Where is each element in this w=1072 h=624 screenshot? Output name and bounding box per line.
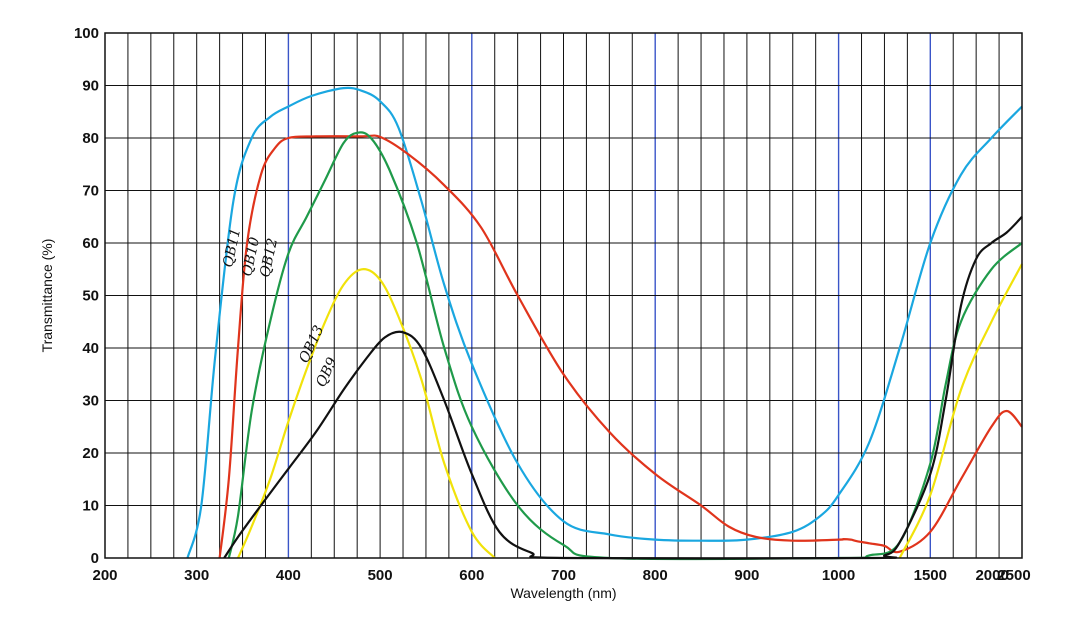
x-axis-label: Wavelength (nm) [510,585,616,601]
y-tick-label: 100 [74,25,99,42]
series-line-qb12 [227,131,1023,561]
x-tick-label: 300 [184,567,209,584]
y-tick-label: 80 [82,130,99,147]
x-tick-label: 200 [92,567,117,584]
x-tick-label: 600 [459,567,484,584]
y-tick-label: 20 [82,445,99,462]
x-tick-label: 1000 [822,567,855,584]
y-tick-label: 10 [82,498,99,515]
x-tick-label: 800 [643,567,668,584]
series-line-qb13 [898,263,1023,559]
y-axis-label: Transmittance (%) [39,239,55,353]
series-lines [186,86,1023,561]
x-tick-label: 500 [368,567,393,584]
x-tick-label: 700 [551,567,576,584]
curve-label-qb11: QB11 [220,227,244,269]
y-tick-label: 30 [82,393,99,410]
x-tick-label: 1500 [914,567,947,584]
y-tick-label: 0 [91,550,99,567]
series-line-qb11 [186,86,1023,559]
y-tick-label: 90 [82,78,99,95]
curve-label-qb9: QB9 [313,355,341,390]
series-line-qb13 [236,268,496,559]
x-tick-label: 2000 [975,567,1008,584]
x-tick-label: 400 [276,567,301,584]
plot-frame [104,32,1023,559]
curve-label-qb13: QB13 [296,323,327,366]
y-tick-label: 40 [82,340,99,357]
y-tick-label: 50 [82,288,99,305]
series-line-qb9 [223,216,1023,560]
series-line-qb10 [218,134,1023,559]
y-tick-label: 70 [82,183,99,200]
y-tick-labels: 0 10 20 30 40 50 60 70 80 90 100 [74,25,99,567]
x-tick-label: 900 [734,567,759,584]
y-tick-label: 60 [82,235,99,252]
x-tick-label: 2500 [997,567,1030,584]
grid [105,33,1022,558]
